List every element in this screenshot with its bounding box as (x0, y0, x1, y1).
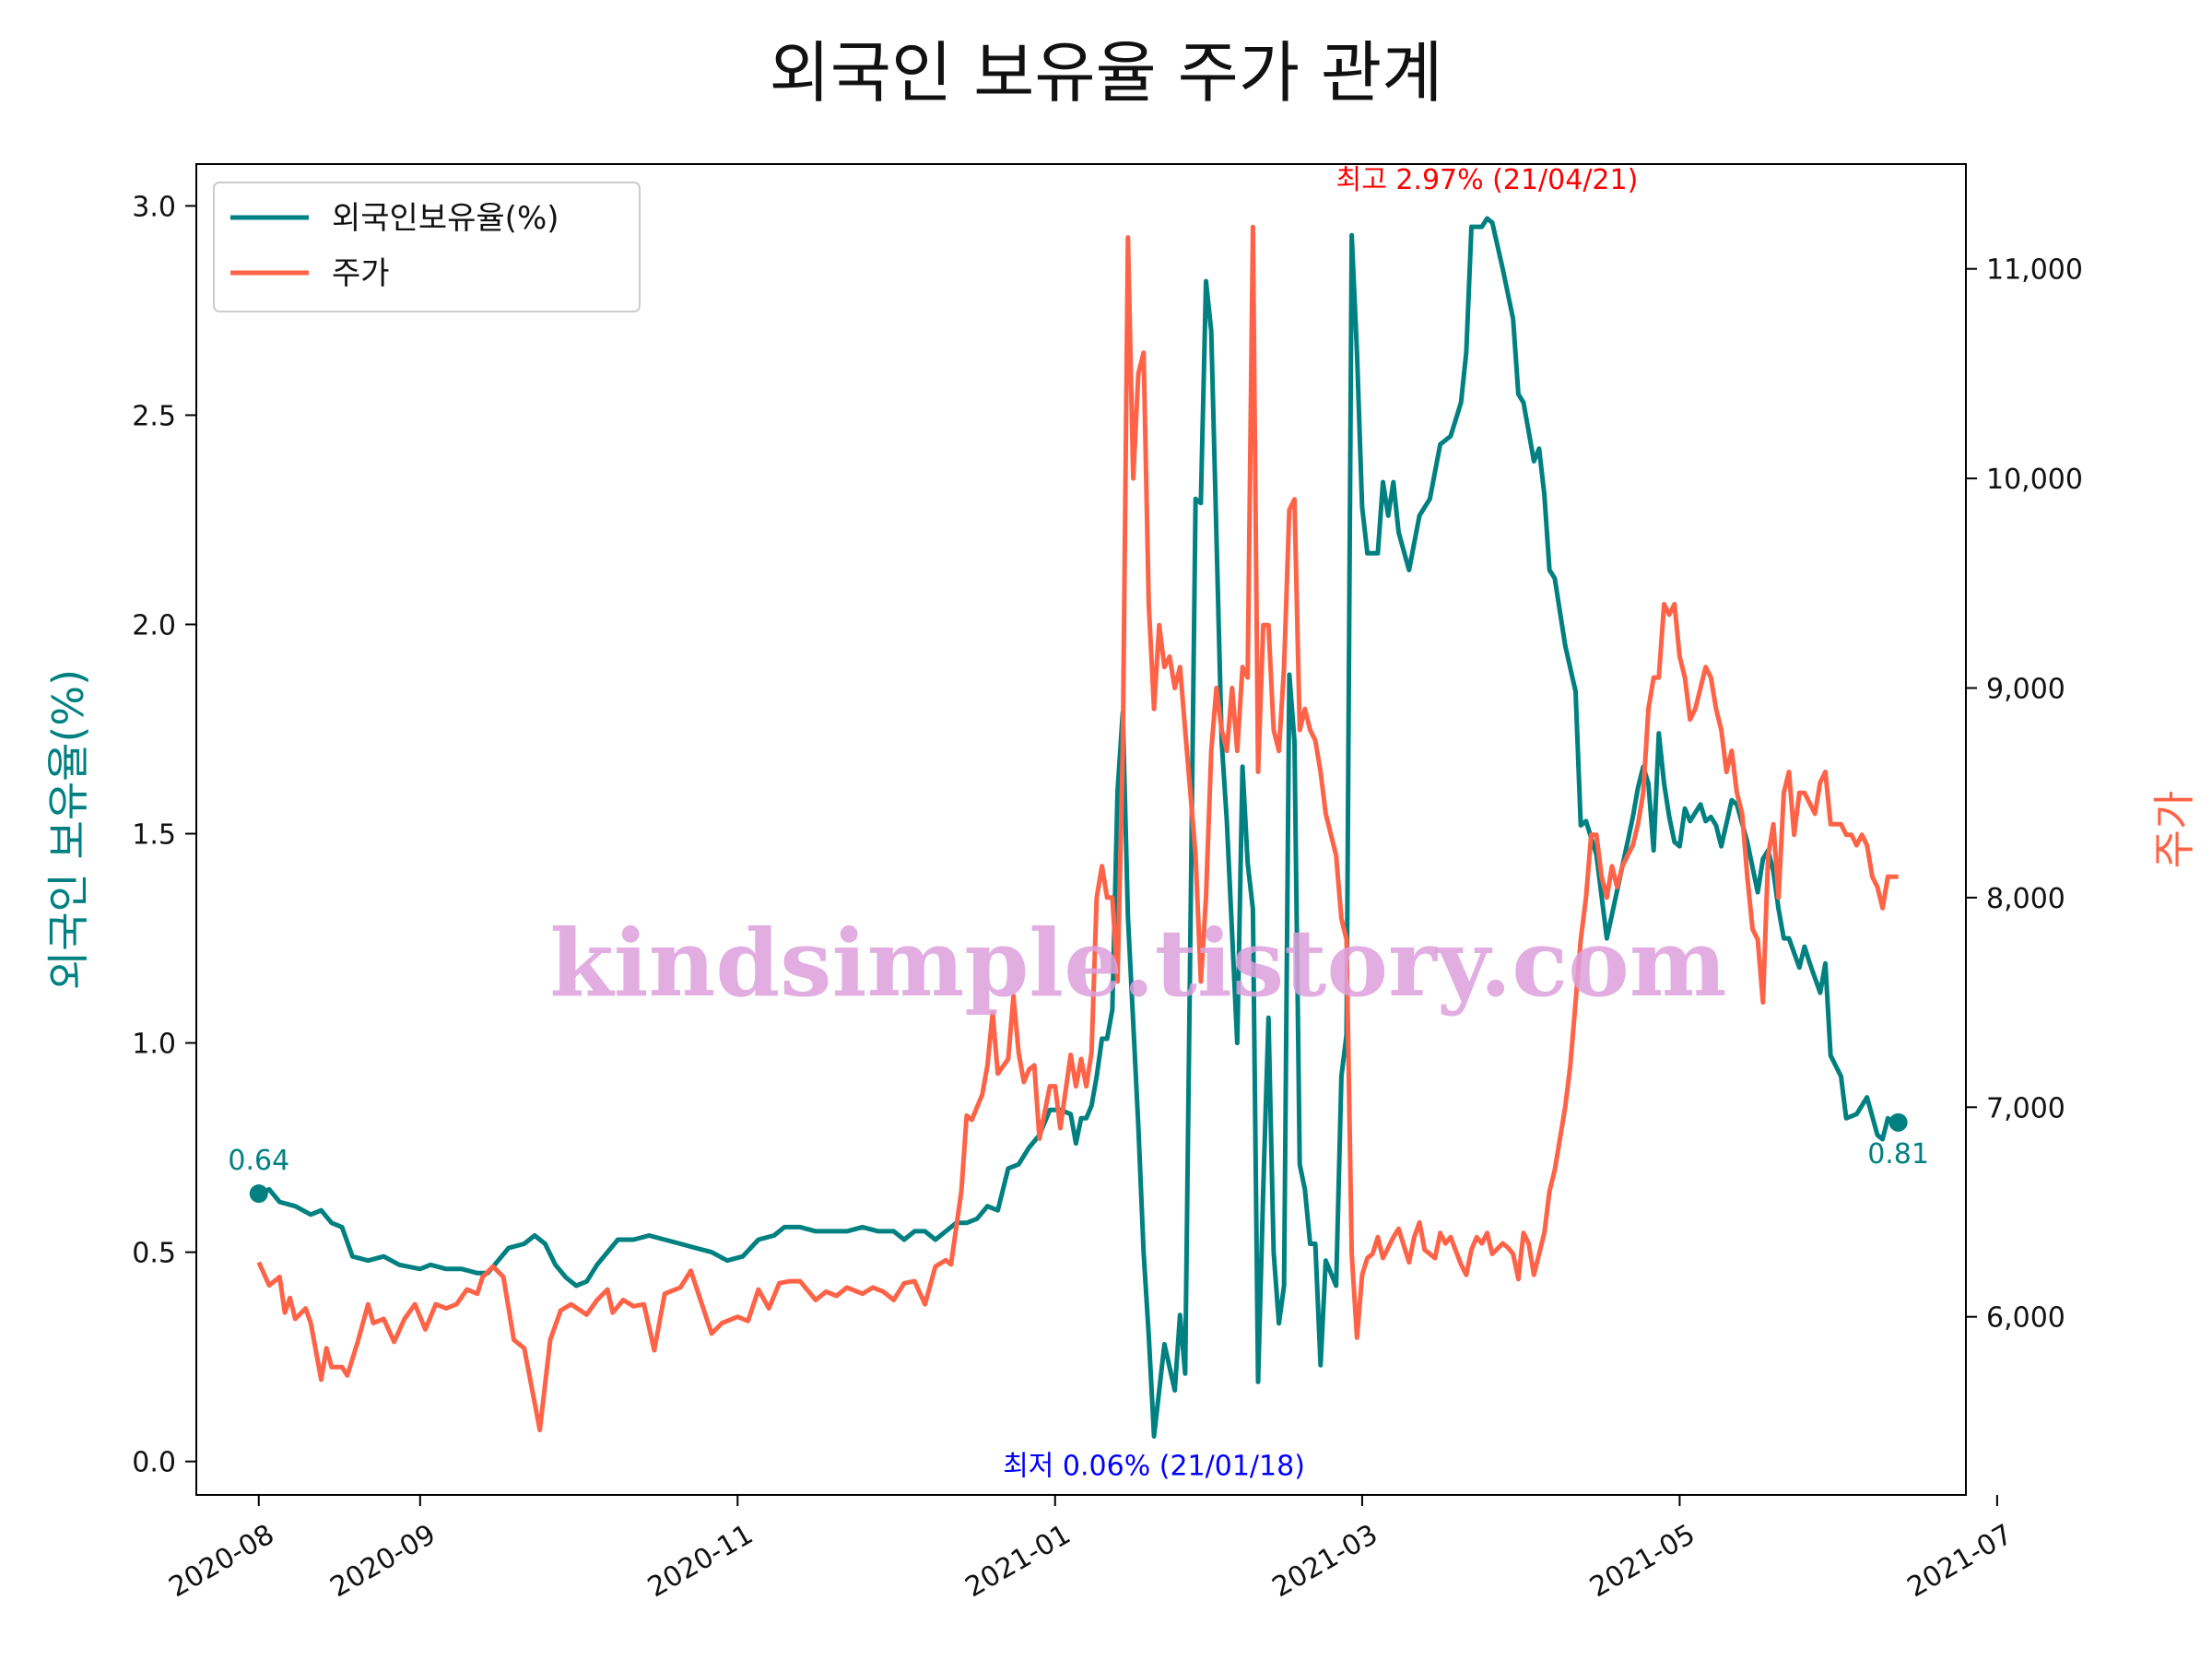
y-left-tick-label: 3.0 (132, 191, 176, 223)
x-tick-label: 2021-05 (1584, 1518, 1700, 1604)
annotation-layer: 최고 2.97% (21/04/21) 최저 0.06% (21/01/18) 0.… (228, 164, 1929, 1482)
y-axis-label-right: 주가 (2149, 791, 2199, 869)
y-left-tick-label: 2.0 (132, 609, 176, 641)
y-left-tick-label: 0.5 (132, 1238, 176, 1270)
y-right-tick-label: 10,000 (1986, 464, 2083, 496)
series-line-stock-price (256, 224, 1899, 1432)
y-right-tick-label: 11,000 (1986, 254, 2083, 287)
annotation-label-1: 최저 0.06% (21/01/18) (1003, 1450, 1305, 1482)
y-axis-label-left: 외국인 보유율(%) (43, 669, 93, 990)
series-line-foreign-ownership (257, 216, 1899, 1439)
y-left-tick-label: 2.5 (132, 400, 176, 432)
x-tick-label: 2021-07 (1902, 1518, 2018, 1604)
endpoint-marker-1 (1888, 1112, 1908, 1132)
y-left-tick-label: 1.0 (132, 1029, 176, 1061)
x-tick-label: 2020-08 (163, 1518, 279, 1604)
y-left-tick-label: 1.5 (132, 819, 176, 852)
left-series-layer (257, 216, 1899, 1439)
legend-label-0: 외국인보유율(%) (332, 200, 559, 237)
y-right-tick-label: 6,000 (1986, 1302, 2065, 1335)
plot-frame (195, 163, 1967, 1496)
right-series-layer (256, 224, 1899, 1432)
y-right-tick-label: 7,000 (1986, 1092, 2065, 1124)
annotation-label-0: 최고 2.97% (21/04/21) (1336, 164, 1639, 196)
x-tick-label: 2021-01 (959, 1518, 1076, 1604)
y-right-tick-label: 9,000 (1986, 674, 2065, 706)
x-tick-label: 2021-03 (1267, 1518, 1383, 1604)
legend-label-1: 주가 (332, 255, 390, 292)
watermark: kindsimple.tistory.com (549, 909, 1726, 1018)
legend-box (213, 182, 641, 312)
x-tick-label: 2020-09 (325, 1518, 441, 1604)
legend: 외국인보유율(%) 주가 (213, 182, 641, 312)
annotation-label-2: 0.64 (228, 1145, 289, 1177)
chart-title: 외국인 보유율 주가 관계 (769, 34, 1443, 112)
y-left-tick-label: 0.0 (132, 1447, 176, 1479)
endpoint-marker-0 (249, 1184, 268, 1204)
x-tick-label: 2020-11 (642, 1518, 759, 1604)
y-right-tick-label: 8,000 (1986, 883, 2065, 915)
annotation-label-3: 0.81 (1867, 1138, 1929, 1171)
